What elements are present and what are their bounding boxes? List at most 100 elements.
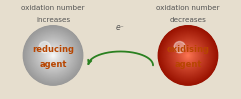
- Ellipse shape: [172, 39, 204, 72]
- Ellipse shape: [165, 33, 211, 78]
- Ellipse shape: [178, 45, 198, 66]
- Ellipse shape: [186, 53, 190, 58]
- Ellipse shape: [173, 40, 203, 71]
- Ellipse shape: [43, 45, 63, 66]
- Ellipse shape: [27, 30, 79, 81]
- Ellipse shape: [35, 38, 71, 73]
- Ellipse shape: [171, 38, 205, 73]
- Ellipse shape: [29, 32, 77, 79]
- Ellipse shape: [181, 48, 195, 63]
- Ellipse shape: [39, 41, 50, 53]
- Ellipse shape: [159, 26, 217, 85]
- Ellipse shape: [187, 54, 189, 56]
- Text: increases: increases: [36, 17, 70, 23]
- Text: agent: agent: [39, 60, 67, 69]
- Ellipse shape: [187, 54, 189, 57]
- Text: oxidising: oxidising: [167, 45, 209, 54]
- Ellipse shape: [166, 33, 210, 78]
- Ellipse shape: [170, 38, 206, 73]
- Ellipse shape: [170, 37, 206, 74]
- Ellipse shape: [39, 42, 67, 69]
- Ellipse shape: [169, 36, 207, 75]
- Ellipse shape: [28, 31, 78, 80]
- Ellipse shape: [33, 36, 73, 75]
- Ellipse shape: [184, 51, 192, 60]
- Ellipse shape: [38, 40, 68, 71]
- Ellipse shape: [176, 44, 200, 67]
- Ellipse shape: [186, 53, 190, 57]
- Ellipse shape: [30, 33, 76, 78]
- Ellipse shape: [185, 52, 191, 59]
- Ellipse shape: [175, 43, 201, 68]
- Ellipse shape: [160, 27, 216, 84]
- Text: decreases: decreases: [169, 17, 207, 23]
- Ellipse shape: [164, 31, 212, 80]
- Ellipse shape: [49, 51, 57, 59]
- Ellipse shape: [179, 47, 197, 64]
- Ellipse shape: [173, 41, 203, 70]
- Ellipse shape: [32, 34, 74, 77]
- Ellipse shape: [50, 52, 56, 59]
- Ellipse shape: [51, 53, 55, 58]
- Ellipse shape: [30, 32, 76, 79]
- Ellipse shape: [174, 41, 202, 70]
- Ellipse shape: [179, 46, 197, 65]
- Ellipse shape: [42, 45, 64, 66]
- Ellipse shape: [31, 34, 75, 77]
- Ellipse shape: [168, 35, 208, 76]
- Ellipse shape: [45, 48, 61, 63]
- Ellipse shape: [34, 36, 72, 75]
- Ellipse shape: [23, 26, 83, 85]
- Ellipse shape: [163, 31, 213, 80]
- Ellipse shape: [185, 52, 191, 58]
- Ellipse shape: [52, 54, 54, 56]
- Ellipse shape: [44, 47, 62, 64]
- Ellipse shape: [35, 37, 71, 74]
- Ellipse shape: [174, 42, 202, 69]
- Ellipse shape: [32, 35, 74, 76]
- Ellipse shape: [182, 50, 194, 61]
- Ellipse shape: [25, 28, 81, 83]
- Ellipse shape: [53, 55, 54, 56]
- Ellipse shape: [39, 41, 67, 70]
- Ellipse shape: [161, 28, 215, 83]
- Ellipse shape: [48, 50, 58, 60]
- Ellipse shape: [24, 27, 82, 84]
- Ellipse shape: [26, 28, 80, 83]
- Ellipse shape: [24, 26, 82, 85]
- Ellipse shape: [47, 49, 60, 62]
- Ellipse shape: [171, 39, 205, 72]
- Text: reducing: reducing: [32, 45, 74, 54]
- Ellipse shape: [25, 27, 81, 84]
- Ellipse shape: [176, 43, 200, 68]
- Ellipse shape: [162, 29, 214, 82]
- Text: oxidation number: oxidation number: [156, 5, 220, 11]
- Ellipse shape: [26, 29, 80, 82]
- Text: agent: agent: [174, 60, 202, 69]
- Ellipse shape: [49, 51, 57, 60]
- Ellipse shape: [36, 39, 70, 72]
- Ellipse shape: [177, 44, 199, 67]
- Ellipse shape: [45, 47, 61, 64]
- Ellipse shape: [28, 30, 78, 81]
- Ellipse shape: [27, 29, 79, 82]
- Ellipse shape: [41, 43, 65, 68]
- Ellipse shape: [168, 36, 208, 75]
- Ellipse shape: [180, 48, 196, 63]
- Ellipse shape: [40, 43, 66, 68]
- Ellipse shape: [187, 55, 188, 56]
- Ellipse shape: [162, 30, 214, 81]
- Ellipse shape: [33, 35, 73, 76]
- Ellipse shape: [41, 44, 65, 67]
- Ellipse shape: [177, 45, 199, 66]
- Ellipse shape: [165, 32, 211, 79]
- Ellipse shape: [172, 40, 204, 71]
- Ellipse shape: [181, 49, 194, 62]
- Ellipse shape: [178, 46, 198, 65]
- Ellipse shape: [182, 50, 194, 61]
- Ellipse shape: [42, 44, 64, 67]
- Ellipse shape: [181, 49, 195, 62]
- Ellipse shape: [31, 33, 75, 78]
- Ellipse shape: [174, 41, 185, 53]
- Text: oxidation number: oxidation number: [21, 5, 85, 11]
